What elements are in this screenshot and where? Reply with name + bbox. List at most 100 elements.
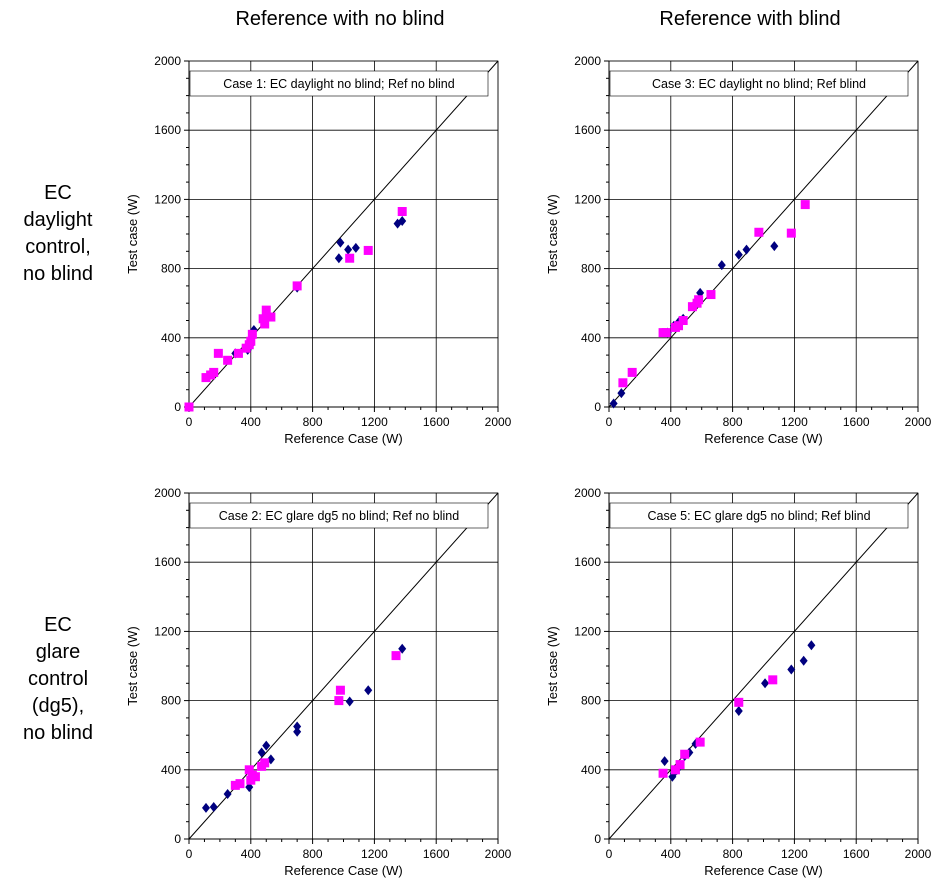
row-title-glare-line: control bbox=[27, 668, 89, 690]
data-point-square bbox=[800, 200, 810, 210]
data-point-square bbox=[678, 316, 688, 325]
data-point-square bbox=[754, 227, 764, 237]
data-point-square bbox=[694, 295, 704, 305]
chart-panel-2: 0 400 800 1200 1600 2000 0 400 800 1200 1600 2000 Ca… bbox=[545, 54, 932, 446]
chart-annotation: Case 1: EC daylight no blind; Ref no bli… bbox=[223, 77, 454, 91]
data-point-diamond bbox=[734, 249, 743, 260]
y-tick-label: 1200 bbox=[154, 624, 181, 638]
data-point-square bbox=[258, 314, 268, 324]
y-tick-label: 2000 bbox=[154, 54, 181, 68]
data-point-square bbox=[223, 355, 233, 365]
data-point-diamond bbox=[398, 216, 407, 227]
data-point-square bbox=[201, 373, 211, 383]
annotation-box bbox=[609, 502, 909, 529]
y-tick-label: 2000 bbox=[574, 54, 601, 68]
y-tick-label: 800 bbox=[581, 694, 601, 708]
data-point-diamond bbox=[257, 747, 266, 758]
data-point-square bbox=[675, 760, 685, 770]
y-tick-label: 1600 bbox=[154, 555, 181, 569]
data-point-square bbox=[230, 780, 240, 790]
chart-annotation: Case 5: EC glare dg5 no blind; Ref blind bbox=[647, 509, 870, 523]
x-tick-label: 800 bbox=[303, 415, 323, 429]
data-point-square bbox=[658, 768, 668, 778]
data-point-square bbox=[706, 290, 716, 300]
data-point-diamond bbox=[770, 241, 779, 252]
data-point-diamond bbox=[345, 696, 354, 707]
data-point-square bbox=[345, 253, 355, 263]
data-point-square bbox=[233, 348, 243, 358]
data-point-square bbox=[618, 378, 628, 388]
diagonal-reference-line bbox=[608, 60, 919, 408]
data-point-diamond bbox=[617, 388, 626, 399]
row-title-daylight-line: no blind bbox=[22, 263, 94, 285]
data-point-square bbox=[334, 696, 344, 706]
data-point-square bbox=[680, 749, 690, 759]
y-tick-label: 400 bbox=[581, 763, 601, 777]
y-tick-label: 1200 bbox=[154, 192, 181, 206]
y-tick-label: 400 bbox=[161, 331, 181, 345]
data-point-diamond bbox=[609, 398, 618, 409]
column-title-blind: Reference with blind bbox=[659, 8, 841, 30]
data-point-diamond bbox=[742, 244, 751, 255]
x-tick-label: 0 bbox=[186, 847, 193, 861]
y-tick-label: 2000 bbox=[154, 486, 181, 500]
chart-annotation: Case 2: EC glare dg5 no blind; Ref no bl… bbox=[219, 509, 459, 523]
chart-panel-3: 0 400 800 1200 1600 2000 0 400 800 1200 1600 2000 Ca… bbox=[125, 486, 512, 878]
data-point-square bbox=[670, 765, 680, 775]
x-axis-label: Reference Case (W) bbox=[284, 431, 402, 446]
annotation-box bbox=[609, 70, 909, 97]
row-title-glare-line: no blind bbox=[22, 722, 94, 744]
chart-panel-4: 0 400 800 1200 1600 2000 0 400 800 1200 1600 2000 Ca… bbox=[545, 486, 932, 878]
data-point-square bbox=[261, 305, 271, 315]
data-point-square bbox=[397, 207, 407, 217]
data-point-diamond bbox=[799, 655, 808, 666]
row-title-daylight-line: control, bbox=[25, 236, 91, 258]
x-tick-label: 2000 bbox=[905, 847, 932, 861]
row-title-daylight: EC daylight control, no blind bbox=[0, 180, 116, 288]
y-tick-label: 1200 bbox=[574, 192, 601, 206]
x-tick-label: 1600 bbox=[423, 847, 450, 861]
data-point-square bbox=[250, 772, 260, 782]
data-point-square bbox=[335, 685, 345, 695]
x-tick-label: 400 bbox=[241, 415, 261, 429]
x-tick-label: 2000 bbox=[905, 415, 932, 429]
data-point-diamond bbox=[334, 253, 343, 264]
data-point-square bbox=[213, 348, 223, 358]
column-title-no-blind: Reference with no blind bbox=[235, 8, 445, 30]
data-point-diamond bbox=[734, 705, 743, 716]
x-tick-label: 800 bbox=[723, 415, 743, 429]
data-point-square bbox=[247, 329, 257, 339]
data-point-square bbox=[695, 737, 705, 747]
data-point-square bbox=[363, 245, 373, 255]
y-tick-label: 0 bbox=[594, 400, 601, 414]
y-tick-label: 1600 bbox=[574, 123, 601, 137]
annotation-box bbox=[189, 502, 489, 529]
data-point-diamond bbox=[717, 260, 726, 271]
data-point-diamond bbox=[223, 789, 232, 800]
y-tick-label: 800 bbox=[581, 262, 601, 276]
data-point-diamond bbox=[336, 237, 345, 248]
data-point-square bbox=[661, 328, 671, 338]
chart-annotation: Case 3: EC daylight no blind; Ref blind bbox=[652, 77, 866, 91]
chart-panel-1: 0 400 800 1200 1600 2000 0 400 800 1200 1600 2000 Ca… bbox=[125, 54, 512, 446]
y-tick-label: 0 bbox=[174, 400, 181, 414]
data-point-square bbox=[260, 758, 270, 768]
x-tick-label: 1200 bbox=[781, 415, 808, 429]
y-tick-label: 800 bbox=[161, 262, 181, 276]
data-point-diamond bbox=[344, 244, 353, 255]
data-point-square bbox=[260, 319, 270, 329]
row-title-daylight-line: daylight bbox=[23, 209, 93, 231]
data-point-diamond bbox=[201, 802, 210, 813]
y-tick-label: 400 bbox=[161, 763, 181, 777]
y-tick-label: 0 bbox=[594, 832, 601, 846]
x-axis-label: Reference Case (W) bbox=[284, 863, 402, 878]
y-axis-label: Test case (W) bbox=[545, 626, 560, 705]
data-point-diamond bbox=[787, 664, 796, 675]
data-point-square bbox=[209, 367, 219, 377]
y-tick-label: 800 bbox=[161, 694, 181, 708]
x-tick-label: 1600 bbox=[843, 847, 870, 861]
x-tick-label: 0 bbox=[606, 847, 613, 861]
x-tick-label: 1200 bbox=[361, 847, 388, 861]
y-tick-label: 0 bbox=[174, 832, 181, 846]
data-point-diamond bbox=[761, 678, 770, 689]
